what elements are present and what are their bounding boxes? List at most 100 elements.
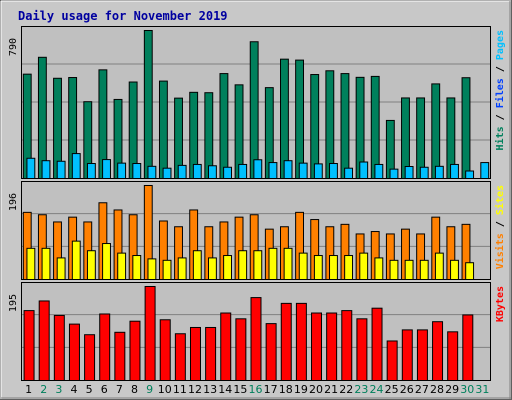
bar-files-day-25 bbox=[389, 168, 399, 179]
bar-files-day-2 bbox=[41, 160, 51, 179]
bar-files-day-20 bbox=[313, 163, 323, 180]
x-tick-label-day-12: 12 bbox=[188, 383, 202, 396]
bar-kbytes-day-17 bbox=[265, 323, 277, 381]
bar-kbytes-day-4 bbox=[68, 323, 80, 382]
bar-files-day-28 bbox=[434, 165, 444, 179]
bar-files-day-6 bbox=[102, 159, 111, 179]
bar-files-day-10 bbox=[162, 167, 172, 179]
bar-kbytes-day-8 bbox=[129, 320, 141, 382]
x-tick-label-day-31: 31 bbox=[475, 383, 489, 396]
bar-files-day-9 bbox=[147, 165, 157, 179]
x-tick-label-day-13: 13 bbox=[203, 383, 217, 396]
bar-files-day-19 bbox=[298, 162, 308, 179]
bar-kbytes-day-20 bbox=[311, 312, 323, 381]
y-max-label: 196 bbox=[8, 193, 19, 211]
x-tick-label-day-30: 30 bbox=[460, 383, 474, 396]
x-tick-label-day-11: 11 bbox=[173, 383, 187, 396]
x-tick-label-day-1: 1 bbox=[25, 383, 32, 396]
bar-files-day-1 bbox=[26, 157, 36, 180]
legend-files: Files bbox=[494, 78, 506, 108]
bar-kbytes-day-15 bbox=[235, 318, 247, 381]
x-tick-label-day-2: 2 bbox=[40, 383, 47, 396]
bar-files-day-22 bbox=[344, 167, 354, 179]
bar-kbytes-day-27 bbox=[416, 329, 428, 381]
legend-sites: Sites bbox=[494, 185, 506, 215]
bar-sites-day-30 bbox=[465, 262, 475, 281]
bar-files-day-12 bbox=[192, 163, 202, 180]
bar-sites-day-20 bbox=[313, 255, 323, 280]
x-tick-label-day-9: 9 bbox=[146, 383, 153, 396]
bar-sites-day-5 bbox=[86, 250, 96, 280]
bar-sites-day-14 bbox=[223, 255, 232, 280]
x-tick-label-day-24: 24 bbox=[370, 383, 384, 396]
bar-files-day-15 bbox=[238, 163, 248, 180]
bar-files-day-17 bbox=[268, 162, 278, 179]
bar-sites-day-1 bbox=[26, 247, 36, 281]
bar-sites-day-16 bbox=[253, 250, 263, 280]
bar-hits-day-27 bbox=[416, 97, 426, 179]
x-tick-label-day-6: 6 bbox=[101, 383, 108, 396]
bar-sites-day-26 bbox=[404, 259, 414, 280]
panel-hits-files-pages: 790 Hits / Files / Pages bbox=[8, 26, 506, 180]
bar-kbytes-day-14 bbox=[220, 312, 232, 381]
bar-files-day-21 bbox=[329, 163, 338, 180]
bar-kbytes-day-28 bbox=[432, 321, 444, 382]
bar-hits-day-16 bbox=[249, 41, 259, 179]
legend-visits: Visits bbox=[494, 233, 506, 269]
legend-separator: / bbox=[495, 108, 506, 126]
bar-hits-day-14 bbox=[219, 73, 229, 179]
bar-kbytes-day-30 bbox=[462, 314, 474, 382]
x-tick-label-day-8: 8 bbox=[131, 383, 138, 396]
bar-sites-day-21 bbox=[329, 255, 338, 280]
bar-kbytes-day-10 bbox=[159, 319, 171, 381]
x-axis-day-labels: 1 2 3 4 5 6 7 8 9 10 11 12 13 14 15 16 17 18 19 20 21 22 23 24 2… bbox=[25, 383, 489, 396]
bar-kbytes-day-22 bbox=[341, 310, 353, 382]
x-tick-label-day-16: 16 bbox=[249, 383, 263, 396]
bar-files-day-7 bbox=[117, 162, 127, 179]
x-tick-label-day-29: 29 bbox=[445, 383, 459, 396]
x-tick-label-day-22: 22 bbox=[339, 383, 353, 396]
bar-sites-day-17 bbox=[268, 247, 278, 281]
bar-sites-day-29 bbox=[450, 259, 459, 280]
bar-kbytes-day-24 bbox=[371, 307, 383, 382]
bar-hits-day-22 bbox=[340, 73, 350, 179]
x-tick-label-day-7: 7 bbox=[116, 383, 123, 396]
panel-visits-sites: 196 Visits / Sites bbox=[8, 181, 506, 281]
legend-kbytes: KBytes bbox=[495, 286, 506, 322]
x-tick-label-day-26: 26 bbox=[400, 383, 414, 396]
bar-kbytes-day-29 bbox=[447, 331, 459, 382]
bar-hits-day-19 bbox=[295, 59, 305, 179]
bar-sites-day-4 bbox=[71, 240, 81, 281]
bar-sites-day-27 bbox=[419, 259, 429, 280]
x-tick-label-day-17: 17 bbox=[264, 383, 278, 396]
bar-sites-day-22 bbox=[344, 255, 354, 280]
bar-hits-day-21 bbox=[325, 70, 335, 179]
bar-sites-day-28 bbox=[434, 252, 444, 281]
bar-kbytes-day-26 bbox=[401, 329, 413, 381]
chart-panels: 790 Hits / Files / Pages 196 Visits / Sites… bbox=[8, 26, 506, 382]
bar-files-day-3 bbox=[56, 160, 66, 179]
x-tick-label-day-15: 15 bbox=[233, 383, 247, 396]
x-tick-label-day-5: 5 bbox=[86, 383, 93, 396]
x-tick-label-day-21: 21 bbox=[324, 383, 338, 396]
bar-hits-day-28 bbox=[431, 83, 441, 179]
bar-sites-day-3 bbox=[56, 257, 66, 280]
bar-files-day-5 bbox=[86, 163, 96, 180]
bar-files-day-24 bbox=[374, 163, 384, 180]
x-tick-label-day-3: 3 bbox=[55, 383, 62, 396]
bar-sites-day-24 bbox=[374, 257, 384, 280]
bar-sites-day-6 bbox=[102, 243, 111, 280]
bar-sites-day-11 bbox=[177, 257, 187, 280]
bar-hits-day-24 bbox=[370, 75, 380, 179]
bar-files-day-13 bbox=[207, 165, 217, 179]
bar-files-day-4 bbox=[71, 153, 81, 179]
bar-files-day-31 bbox=[480, 162, 490, 179]
bar-files-day-29 bbox=[450, 163, 459, 180]
bar-files-day-11 bbox=[177, 164, 187, 180]
legend-separator: / bbox=[495, 60, 506, 78]
bar-sites-day-25 bbox=[389, 259, 399, 280]
bar-kbytes-day-11 bbox=[174, 333, 186, 382]
x-tick-label-day-10: 10 bbox=[158, 383, 172, 396]
bar-files-day-14 bbox=[223, 166, 232, 179]
